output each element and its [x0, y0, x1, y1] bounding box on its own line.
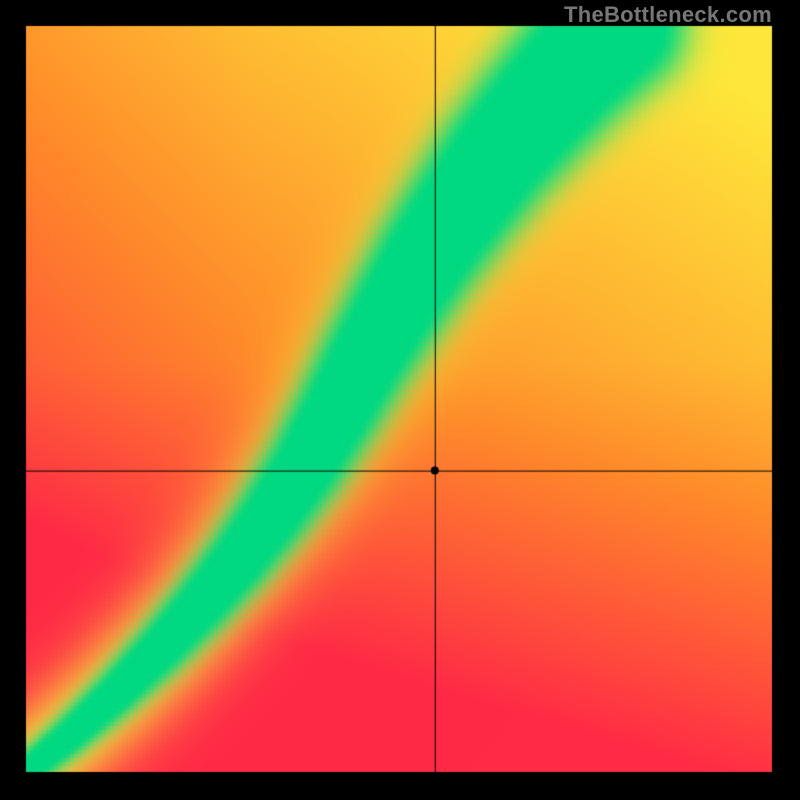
- watermark-label: TheBottleneck.com: [564, 2, 772, 28]
- chart-wrapper: TheBottleneck.com: [0, 0, 800, 800]
- heatmap-canvas: [0, 0, 800, 800]
